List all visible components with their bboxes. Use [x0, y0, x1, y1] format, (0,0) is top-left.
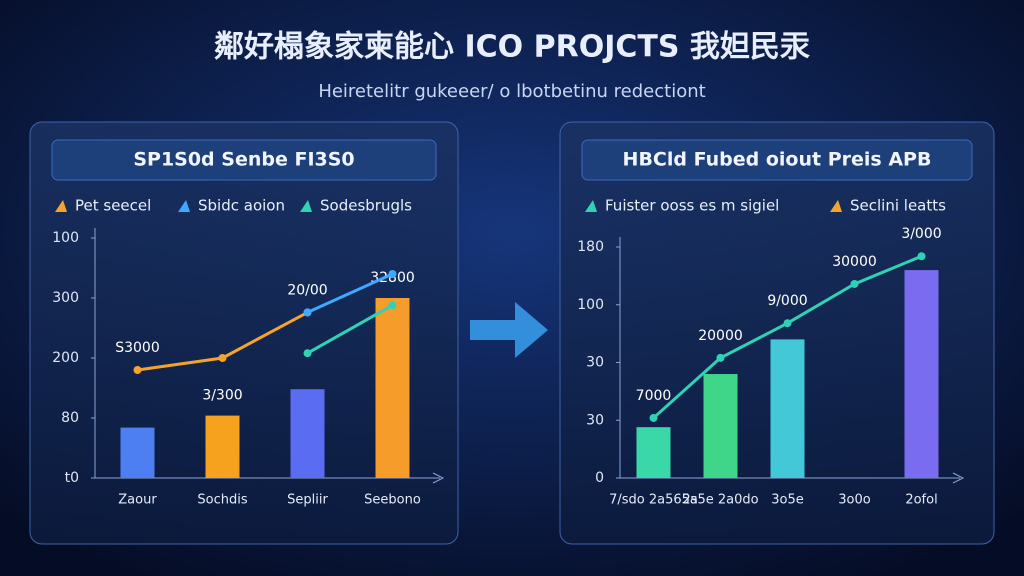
y-tick-label: 100 [577, 297, 604, 313]
x-tick-label: 3o5e [771, 493, 804, 508]
arrow [470, 302, 548, 358]
data-label: 3/300 [202, 388, 242, 404]
bar [375, 298, 410, 478]
data-label: 3/000 [901, 226, 941, 242]
bar [290, 389, 325, 478]
point [783, 319, 792, 328]
bar [120, 427, 155, 478]
point [303, 349, 312, 358]
line [306, 303, 394, 355]
point [850, 279, 859, 288]
bar [636, 427, 671, 478]
point [388, 301, 397, 310]
panel-header [51, 139, 437, 181]
chart-title: SP1S0d Senbe FI3S0 [133, 149, 354, 171]
data-label: 20000 [698, 328, 743, 344]
bar [205, 415, 240, 478]
data-label: 9/000 [767, 293, 807, 309]
point [917, 252, 926, 261]
data-label: S3000 [115, 340, 160, 356]
point [133, 366, 142, 374]
y-tick-label: 30 [586, 355, 604, 371]
page-subtitle: Heiretelitr gukeeer/ o lbotbetinu redect… [318, 81, 705, 102]
y-tick-label: t0 [65, 470, 79, 486]
y-tick-label: 30 [586, 412, 604, 428]
axis-arrow [952, 472, 965, 484]
bar [770, 339, 805, 478]
x-tick-label: 3o0o [838, 493, 870, 508]
x-tick-label: Sochdis [197, 493, 247, 508]
point [218, 354, 227, 362]
legend-label: Seclini leatts [850, 197, 946, 215]
x-tick-label: Seebono [364, 493, 421, 508]
x-tick-label: 2s5e 2a0do [682, 493, 758, 508]
data-label: 30000 [832, 254, 877, 270]
y-tick-label: 300 [52, 290, 79, 306]
legend-marker [585, 200, 597, 212]
legend-marker [300, 200, 312, 212]
page-title: 鄰好榻象家柬能心 ICO PROJCTS 我妲民汞 [214, 30, 810, 65]
legend-marker [178, 200, 190, 212]
axis-arrow [432, 472, 445, 484]
point [303, 308, 312, 317]
point [388, 270, 397, 278]
y-tick-label: 180 [577, 239, 604, 255]
panel-header [581, 139, 973, 181]
legend-label: Sodesbrugls [320, 197, 412, 215]
data-label: 7000 [636, 388, 672, 404]
y-tick-label: 0 [595, 470, 604, 486]
x-tick-label: 7/sdo 2a565a [609, 493, 698, 508]
legend-label: Pet seecel [75, 197, 151, 215]
chart-title: HBCld Fubed oiout Preis APB [623, 149, 932, 171]
line [306, 272, 394, 314]
legend-marker [55, 200, 67, 212]
bar [904, 270, 939, 478]
point [716, 353, 725, 362]
x-tick-label: Sepliir [287, 493, 328, 508]
data-label: 20/00 [287, 282, 327, 298]
legend-label: Sbidc aoion [198, 197, 285, 215]
y-tick-label: 80 [61, 410, 79, 426]
y-tick-label: 200 [52, 350, 79, 366]
x-tick-label: 2ofol [905, 493, 937, 508]
point [649, 413, 658, 422]
bar [703, 374, 738, 478]
x-tick-label: Zaour [118, 493, 157, 508]
legend-label: Fuister ooss es m sigiel [605, 197, 779, 215]
y-tick-label: 100 [52, 230, 79, 246]
legend-marker [830, 200, 842, 212]
